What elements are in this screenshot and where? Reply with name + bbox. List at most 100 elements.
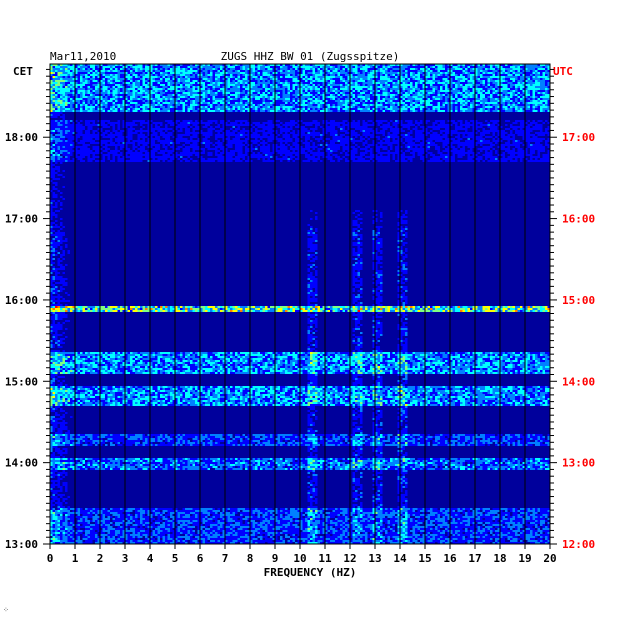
spectrogram-cell [525,84,528,86]
spectrogram-cell [110,86,113,88]
spectrogram-cell [60,106,63,108]
spectrogram-cell [450,104,453,106]
spectrogram-cell [442,90,445,92]
spectrogram-cell [347,110,350,112]
spectrogram-cell [372,92,375,94]
spectrogram-cell [137,96,140,98]
spectrogram-cell [180,68,183,70]
spectrogram-cell [215,64,218,66]
spectrogram-cell [485,110,488,112]
spectrogram-cell [107,84,110,86]
spectrogram-cell [297,98,300,100]
spectrogram-cell [345,66,348,68]
spectrogram-cell [527,72,530,74]
spectrogram-cell [280,104,283,106]
spectrogram-cell [305,76,308,78]
spectrogram-cell [335,106,338,108]
spectrogram-cell [357,76,360,78]
spectrogram-cell [240,82,243,84]
spectrogram-cell [535,106,538,108]
spectrogram-cell [307,98,310,100]
spectrogram-cell [440,90,443,92]
spectrogram-cell [142,96,145,98]
spectrogram-cell [327,106,330,108]
spectrogram-cell [115,82,118,84]
spectrogram-cell [452,120,455,122]
spectrogram-cell [322,76,325,78]
spectrogram-cell [362,102,365,104]
spectrogram-cell [135,64,138,66]
spectrogram-cell [155,80,158,82]
spectrogram-cell [215,122,218,124]
spectrogram-cell [72,72,75,74]
spectrogram-cell [395,76,398,78]
spectrogram-cell [255,94,258,96]
spectrogram-cell [437,88,440,90]
spectrogram-cell [490,96,493,98]
spectrogram-cell [300,66,303,68]
spectrogram-cell [232,66,235,68]
spectrogram-cell [150,120,153,122]
spectrogram-cell [212,64,215,66]
spectrogram-cell [505,98,508,100]
spectrogram-cell [117,68,120,70]
spectrogram-cell [317,84,320,86]
spectrogram-cell [422,96,425,98]
spectrogram-cell [415,104,418,106]
spectrogram-cell [422,80,425,82]
spectrogram-cell [447,82,450,84]
spectrogram-cell [82,78,85,80]
spectrogram-cell [517,104,520,106]
spectrogram-cell [50,94,53,96]
spectrogram-cell [195,106,198,108]
spectrogram-cell [297,80,300,82]
spectrogram-cell [255,92,258,94]
spectrogram-cell [125,64,128,66]
spectrogram-cell [52,92,55,94]
spectrogram-cell [470,72,473,74]
spectrogram-cell [265,76,268,78]
spectrogram-cell [277,108,280,110]
spectrogram-cell [402,100,405,102]
spectrogram-cell [77,66,80,68]
spectrogram-cell [82,90,85,92]
spectrogram-cell [275,106,278,108]
spectrogram-cell [432,106,435,108]
spectrogram-cell [170,94,173,96]
spectrogram-cell [90,104,93,106]
spectrogram-cell [392,78,395,80]
spectrogram-cell [107,108,110,110]
spectrogram-cell [220,92,223,94]
spectrogram-cell [112,82,115,84]
spectrogram-cell [187,82,190,84]
spectrogram-cell [457,90,460,92]
spectrogram-cell [245,72,248,74]
spectrogram-cell [380,120,383,122]
spectrogram-cell [357,82,360,84]
spectrogram-cell [122,70,125,72]
spectrogram-cell [355,76,358,78]
spectrogram-cell [472,72,475,74]
spectrogram-cell [515,94,518,96]
spectrogram-cell [260,94,263,96]
spectrogram-cell [542,96,545,98]
spectrogram-cell [475,108,478,110]
spectrogram-cell [140,100,143,102]
spectrogram-cell [347,80,350,82]
spectrogram-cell [127,78,130,80]
spectrogram-cell [80,78,83,80]
spectrogram-cell [167,106,170,108]
spectrogram-cell [97,120,100,122]
spectrogram-cell [397,100,400,102]
spectrogram-cell [97,82,100,84]
spectrogram-cell [332,84,335,86]
spectrogram-cell [380,84,383,86]
spectrogram-cell [107,68,110,70]
spectrogram-cell [52,82,55,84]
spectrogram-cell [70,102,73,104]
spectrogram-cell [457,100,460,102]
spectrogram-cell [520,92,523,94]
spectrogram-cell [205,80,208,82]
spectrogram-cell [352,68,355,70]
spectrogram-cell [72,94,75,96]
